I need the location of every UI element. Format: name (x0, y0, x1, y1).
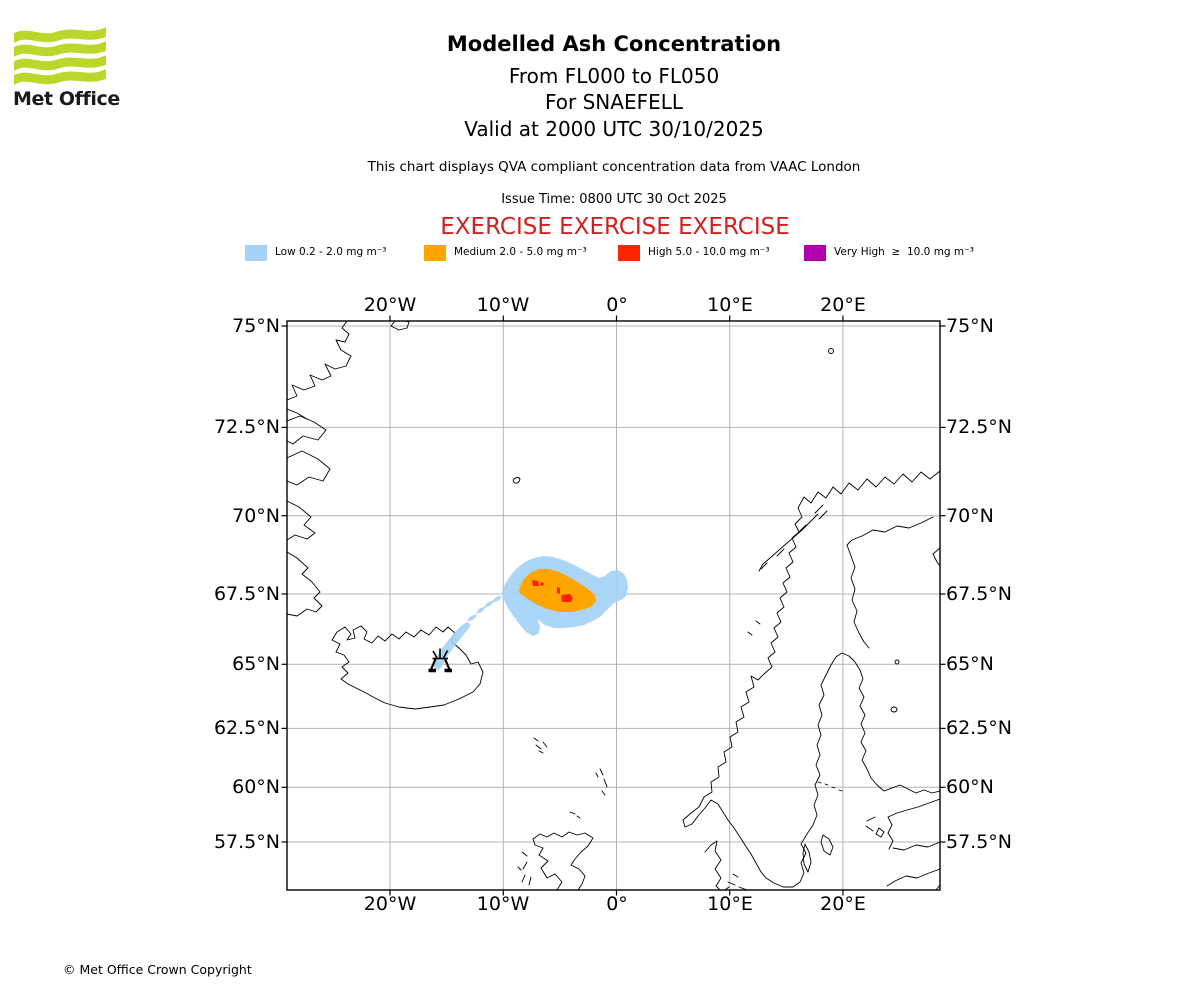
lat-label-right-75: 75°N (946, 315, 994, 337)
lon-label-top-20w: 20°W (363, 294, 417, 316)
met-office-logo-waves (14, 27, 106, 85)
chart-description: This chart displays QVA compliant concen… (367, 159, 861, 175)
copyright-notice: © Met Office Crown Copyright (63, 962, 252, 977)
exercise-banner: EXERCISE EXERCISE EXERCISE (440, 214, 790, 240)
legend-label-very-high: Very High ≥ 10.0 mg m⁻³ (834, 246, 974, 258)
lat-label-left-65: 65°N (232, 653, 280, 675)
lakes-finland (890, 659, 900, 713)
coast-lofoten (758, 504, 828, 572)
coast-stockholm-archipelago (817, 781, 843, 792)
ash-plume-low-trail-dashes (467, 595, 502, 622)
met-office-logo-text: Met Office (13, 88, 120, 110)
lon-label-bottom-20w: 20°W (363, 893, 417, 915)
graticule (287, 321, 940, 890)
lat-label-left-67-5: 67.5°N (213, 583, 280, 605)
coast-hebrides (517, 851, 532, 886)
lat-label-right-60: 60°N (946, 776, 994, 798)
coast-norway-islets (747, 620, 761, 636)
lat-label-right-65: 65°N (946, 653, 994, 675)
subtitle-valid-time: Valid at 2000 UTC 30/10/2025 (464, 117, 764, 141)
legend-swatch-low (245, 244, 267, 261)
legend-item-medium: Medium 2.0 - 5.0 mg m⁻³ (424, 244, 587, 261)
border-baltic-se (886, 841, 940, 890)
lat-label-right-62-5: 62.5°N (946, 717, 1013, 739)
coast-faroe (533, 737, 548, 754)
legend-label-low: Low 0.2 - 2.0 mg m⁻³ (275, 246, 387, 258)
coast-greenland-fjord (287, 500, 316, 541)
map-canvas (281, 315, 946, 896)
legend-label-medium: Medium 2.0 - 5.0 mg m⁻³ (454, 246, 587, 258)
lon-label-top-10w: 10°W (476, 294, 530, 316)
logo-wave (14, 27, 106, 43)
legend-swatch-very-high (804, 244, 826, 261)
lon-label-bottom-10e: 10°E (707, 893, 753, 915)
legend-item-high: High 5.0 - 10.0 mg m⁻³ (618, 244, 770, 261)
coast-scandinavia (682, 470, 940, 888)
coast-greenland-peninsula (287, 450, 331, 486)
legend-label-high: High 5.0 - 10.0 mg m⁻³ (648, 246, 770, 258)
issue-time: Issue Time: 0800 UTC 30 Oct 2025 (501, 192, 727, 207)
page-title: Modelled Ash Concentration (446, 32, 782, 56)
lat-label-left-75: 75°N (232, 315, 280, 337)
lon-label-top-0: 0° (606, 294, 628, 316)
axis-ticks (281, 315, 946, 896)
coast-greenland (287, 321, 352, 401)
legend-swatch-high (618, 244, 640, 261)
legend-swatch-medium (424, 244, 446, 261)
map-border (286, 320, 941, 891)
coast-gotland (820, 834, 834, 856)
lon-label-bottom-20e: 20°E (820, 893, 866, 915)
subtitle-flight-levels: From FL000 to FL050 (508, 64, 720, 88)
coastlines (287, 321, 940, 890)
lat-label-left-62-5: 62.5°N (213, 717, 280, 739)
lat-label-right-70: 70°N (946, 505, 994, 527)
logo-wave (14, 41, 106, 57)
coast-estonian-islands (865, 816, 885, 838)
ash-plume-high (532, 580, 573, 602)
lon-label-bottom-10w: 10°W (476, 893, 530, 915)
coast-iceland (331, 625, 484, 710)
lon-label-top-20e: 20°E (820, 294, 866, 316)
coast-greenland-island (390, 321, 410, 331)
volcano-marker (428, 648, 452, 673)
lon-label-bottom-0: 0° (606, 893, 628, 915)
coast-estonia (887, 798, 940, 850)
legend-item-low: Low 0.2 - 2.0 mg m⁻³ (245, 244, 386, 261)
coast-greenland-south (287, 551, 323, 617)
logo-wave (14, 55, 106, 71)
coast-bear-island (828, 348, 834, 354)
coast-orkney (569, 811, 581, 819)
lat-label-right-67-5: 67.5°N (946, 583, 1013, 605)
lat-label-right-57-5: 57.5°N (946, 831, 1013, 853)
logo-wave (14, 69, 106, 85)
lon-label-top-10e: 10°E (707, 294, 753, 316)
border-nordic (846, 516, 934, 649)
lat-label-left-57-5: 57.5°N (213, 831, 280, 853)
coast-oland (802, 843, 812, 873)
legend-item-very-high: Very High ≥ 10.0 mg m⁻³ (804, 244, 974, 261)
coast-denmark (704, 840, 748, 890)
coast-greenland-fjord (287, 408, 308, 420)
coast-shetland (595, 768, 608, 796)
coast-white-sea (932, 547, 940, 567)
coast-scotland (532, 831, 594, 890)
lat-label-left-70: 70°N (232, 505, 280, 527)
subtitle-volcano: For SNAEFELL (544, 90, 684, 114)
coast-jan-mayen (512, 477, 521, 484)
lat-label-left-60: 60°N (232, 776, 280, 798)
lat-label-right-72-5: 72.5°N (946, 416, 1013, 438)
lat-label-left-72-5: 72.5°N (213, 416, 280, 438)
coast-greenland-fjord (287, 415, 327, 445)
